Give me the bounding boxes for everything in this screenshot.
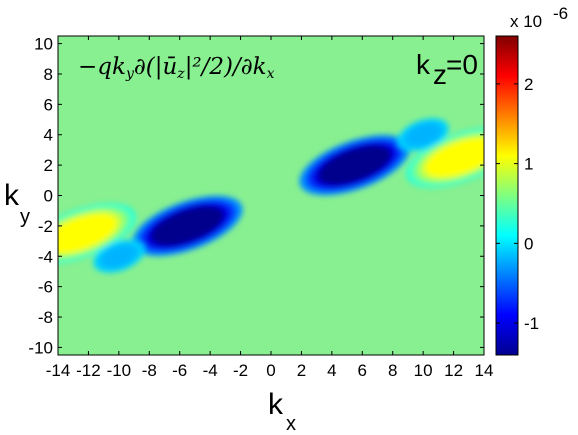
x-tick-label: -12 bbox=[76, 361, 101, 380]
svg-text:z: z bbox=[433, 59, 447, 90]
colorbar-ticks: 2 1 0 -1 bbox=[496, 75, 539, 333]
y-tick-label: -2 bbox=[38, 217, 53, 236]
y-axis-label: k y bbox=[4, 179, 30, 228]
heatmap-feature-3-level-3 bbox=[58, 213, 118, 254]
x-axis-label: k x bbox=[268, 388, 296, 435]
x-tick-label: 0 bbox=[266, 361, 275, 380]
x-axis-label-sub: x bbox=[286, 413, 296, 435]
x-tick-label: -6 bbox=[172, 361, 187, 380]
y-tick-label: 0 bbox=[44, 187, 53, 206]
svg-text:k: k bbox=[416, 49, 431, 80]
x-tick-label: 12 bbox=[444, 361, 463, 380]
y-tick-label: -4 bbox=[38, 247, 53, 266]
colorbar-multiplier: x 10 -6 bbox=[510, 4, 568, 31]
colorbar-exponent-text: -6 bbox=[553, 4, 568, 23]
colorbar-tick-label: 2 bbox=[524, 75, 533, 94]
colorbar: 2 1 0 -1 x 10 -6 bbox=[495, 4, 568, 356]
y-tick-label: 6 bbox=[44, 95, 53, 114]
x-tick-label: 6 bbox=[358, 361, 367, 380]
y-tick-label: 4 bbox=[44, 126, 53, 145]
heatmap-feature-1-level-3 bbox=[150, 205, 224, 246]
x-tick-label: -14 bbox=[46, 361, 71, 380]
x-tick-label: -2 bbox=[233, 361, 248, 380]
y-tick-label: -10 bbox=[28, 338, 53, 357]
x-tick-label: 4 bbox=[327, 361, 336, 380]
x-tick-label: 10 bbox=[414, 361, 433, 380]
plot-area bbox=[57, 35, 485, 356]
y-tick-label: 10 bbox=[34, 35, 53, 54]
heatmap-layer bbox=[58, 118, 484, 273]
y-tick-label: -8 bbox=[38, 308, 53, 327]
x-tick-label: 14 bbox=[475, 361, 494, 380]
colorbar-gradient bbox=[495, 35, 519, 356]
svg-text:=0: =0 bbox=[446, 49, 478, 80]
y-tick-label: 2 bbox=[44, 156, 53, 175]
kz-annotation: k z =0 bbox=[416, 49, 478, 90]
x-tick-label: -4 bbox=[203, 361, 218, 380]
x-tick-label: 2 bbox=[297, 361, 306, 380]
colorbar-tick-label: 0 bbox=[524, 234, 533, 253]
y-tick-label: 8 bbox=[44, 65, 53, 84]
colorbar-tick-label: 1 bbox=[524, 155, 533, 174]
heatmap-feature-5-level-3 bbox=[101, 245, 136, 268]
colorbar-tick-label: -1 bbox=[524, 314, 539, 333]
tick-marks bbox=[57, 36, 485, 355]
colorbar-multiplier-text: x 10 bbox=[510, 12, 542, 31]
heatmap-feature-4-level-3 bbox=[406, 123, 441, 146]
x-tick-label: -8 bbox=[142, 361, 157, 380]
x-tick-labels: -14 -12 -10 -8 -6 -4 -2 0 2 4 6 8 10 12 14 bbox=[46, 361, 494, 380]
y-tick-label: -6 bbox=[38, 278, 53, 297]
y-tick-labels: 10 8 6 4 2 0 -2 -4 -6 -8 -10 bbox=[28, 35, 53, 358]
x-tick-label: -10 bbox=[107, 361, 132, 380]
y-axis-label-sub: y bbox=[20, 206, 30, 228]
formula-title: −qky∂(|ūz|²/2)/∂kx bbox=[78, 54, 275, 82]
x-axis-label-main: k bbox=[268, 388, 284, 421]
y-axis-label-main: k bbox=[4, 179, 20, 212]
plot-background bbox=[58, 36, 484, 355]
heatmap-feature-2-level-3 bbox=[424, 137, 484, 178]
x-tick-label: 8 bbox=[388, 361, 397, 380]
heatmap-feature-0-level-3 bbox=[318, 145, 392, 186]
